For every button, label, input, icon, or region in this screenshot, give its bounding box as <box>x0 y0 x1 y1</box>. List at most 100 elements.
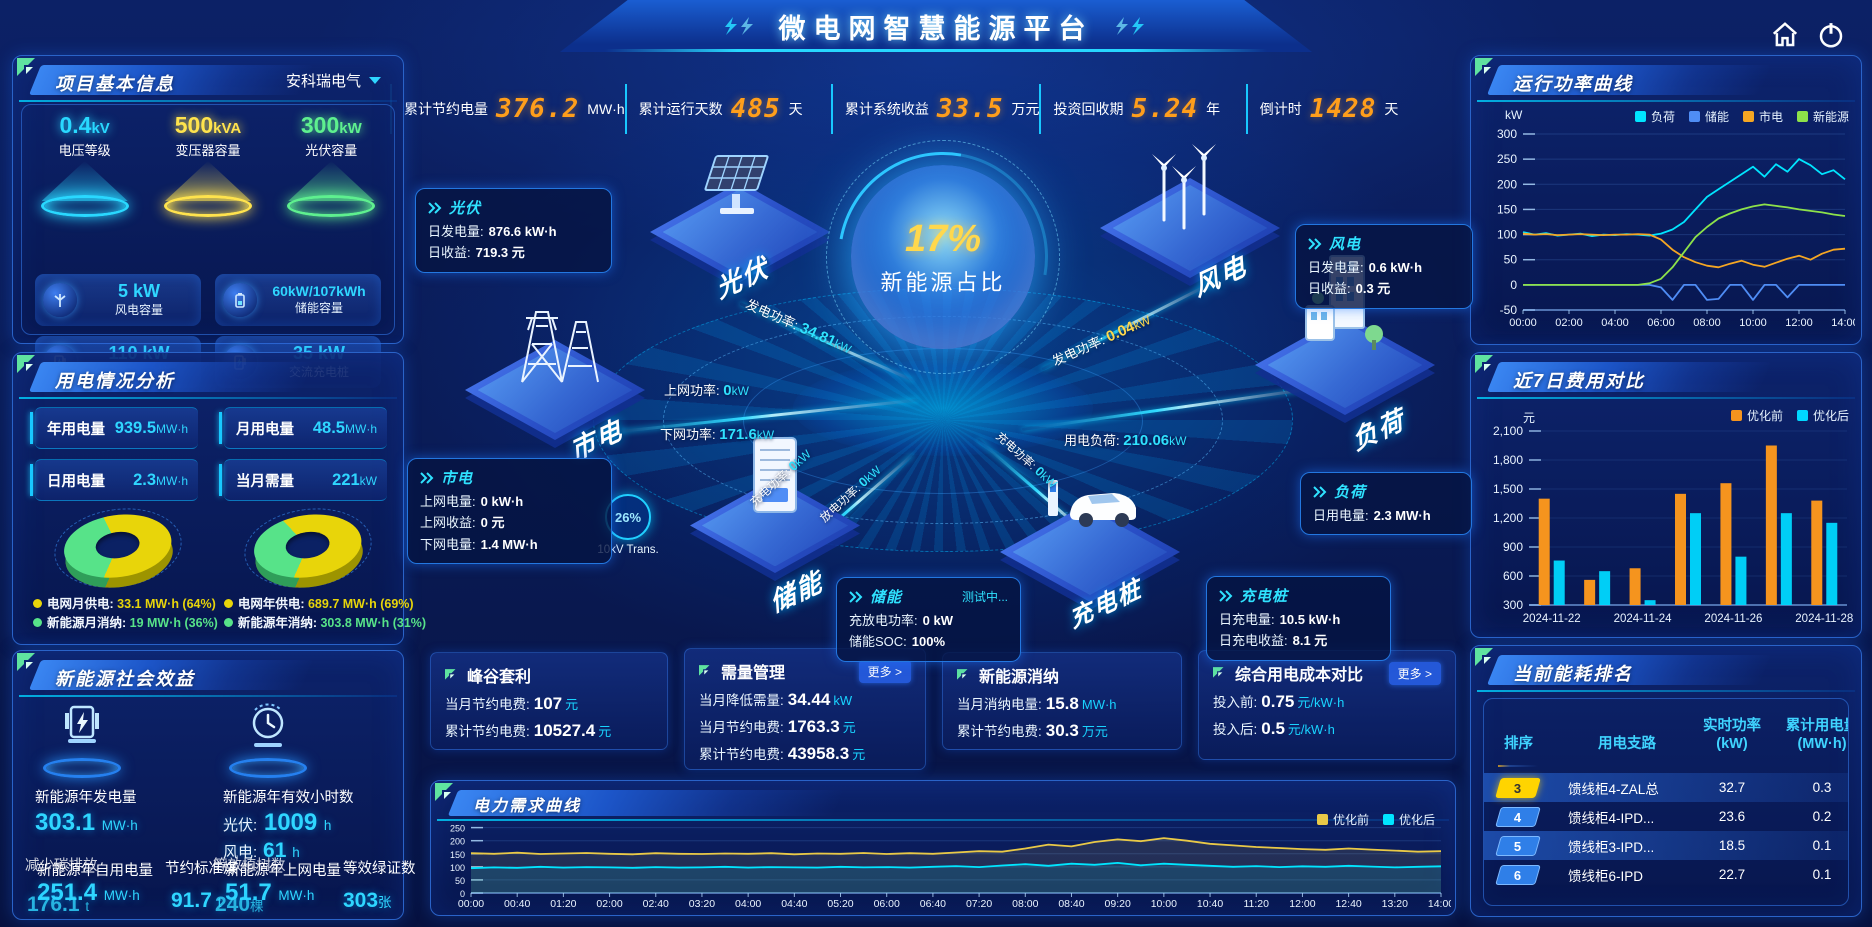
svg-text:150: 150 <box>450 850 465 860</box>
capacity-card-label: 储能容量 <box>294 301 343 316</box>
svg-text:1,500: 1,500 <box>1493 482 1523 496</box>
new-energy-share-sphere: 17% 新能源占比 <box>851 165 1035 349</box>
capacity-podium: 300kW 光伏容量 <box>272 112 390 230</box>
svg-text:04:00: 04:00 <box>735 898 761 910</box>
panel-demand-header: 电力需求曲线 优化前 优化后 <box>435 783 1449 827</box>
podium-label: 电压等级 <box>58 143 111 158</box>
y-axis-unit: kW <box>1505 108 1523 122</box>
table-row[interactable]: 4 馈线柜4-IPD... 23.6 0.2 <box>1484 802 1848 831</box>
ranking-header-cell: 累计用电量(MW·h) <box>1785 718 1848 753</box>
flow-grid-down: 下网功率: 171.6kW <box>660 426 775 443</box>
legend-value: 303.8 MW·h (31%) <box>320 616 427 630</box>
power-icon[interactable] <box>1816 20 1846 50</box>
legend-entry: 优化前 <box>1730 407 1783 424</box>
svg-text:14:00: 14:00 <box>1831 317 1855 329</box>
svg-text:10:40: 10:40 <box>1197 898 1223 910</box>
row-value: 0.5 <box>1261 719 1285 738</box>
panel-title: 新能源社会效益 <box>55 669 195 689</box>
table-row[interactable]: 5 馈线柜3-IPD... 18.5 0.1 <box>1484 831 1848 861</box>
legend-entry: 优化后 <box>1382 811 1435 828</box>
usage-stat-number: 939.5 <box>114 418 156 437</box>
legend-item: 电网年供电: 689.7 MW·h (69%) <box>223 595 426 614</box>
table-row[interactable]: 3 馈线柜4-ZAL总 32.7 0.3 <box>1484 773 1848 803</box>
rank-number: 6 <box>1514 867 1522 883</box>
load-platform <box>1255 315 1435 423</box>
rank-badge: 3 <box>1495 777 1541 798</box>
legend-entry: 优化后 <box>1796 407 1849 424</box>
usage-stat-unit: MW·h <box>156 473 188 488</box>
cost-legend: 优化前 优化后 <box>1730 407 1849 424</box>
chevron-right-icon <box>1219 589 1233 602</box>
legend-entry: 市电 <box>1742 108 1783 125</box>
ess-info-box: 储能 测试中... 充放电功率: 0 kW 储能SOC: 100% <box>836 577 1021 662</box>
row-value: 1763.3 <box>787 717 840 736</box>
legend-label: 电网年供电: <box>237 597 308 611</box>
svg-text:02:40: 02:40 <box>643 898 669 910</box>
row-unit: 元 <box>852 747 866 762</box>
svg-text:08:40: 08:40 <box>1058 898 1084 910</box>
row-unit: 元 <box>842 720 856 735</box>
svg-text:00:00: 00:00 <box>458 898 484 910</box>
benefit-card-titlebar: 需量管理 更多 > <box>699 659 911 683</box>
legend-bullet <box>33 618 42 627</box>
chevron-right-icon <box>420 471 434 484</box>
legend-label: 新能源月消纳: <box>47 616 130 630</box>
podium-label: 光伏容量 <box>305 143 358 158</box>
transformer-label: 10kV Trans. <box>597 544 659 556</box>
rank-number: 5 <box>1514 838 1522 854</box>
ranking-header-cell: 排序 <box>1504 736 1533 753</box>
benefit-card-row: 当月节约电费: 107 元 <box>445 693 653 714</box>
power-legend: 负荷 储能 市电 新能源 <box>1634 108 1849 125</box>
svg-text:14:00: 14:00 <box>1428 898 1451 910</box>
donut-charts <box>13 500 403 603</box>
benefit-card: 峰谷套利 当月节约电费: 107 元累计节约电费: 10527.4 元 <box>430 652 668 750</box>
new-energy-percent: 17% <box>904 217 982 260</box>
podium-number: 300 <box>300 112 340 138</box>
capacity-card-text: 5 kW 风电容量 <box>85 281 193 319</box>
pv-info-box: 光伏 日发电量: 876.6 kW·h 日收益: 719.3 元 <box>415 188 612 273</box>
legend-series-name: 优化前 <box>1746 409 1783 423</box>
kpi-label: 投资回收期 <box>1053 101 1124 117</box>
svg-text:0: 0 <box>460 889 465 899</box>
kpi-value: 5.24 <box>1131 94 1199 124</box>
table-row[interactable]: 6 馈线柜6-IPD 22.7 0.1 <box>1484 860 1848 889</box>
more-button[interactable]: 更多 > <box>858 659 911 683</box>
podium-value: 500kVA <box>149 112 267 139</box>
svg-text:50: 50 <box>1504 253 1518 267</box>
svg-text:04:40: 04:40 <box>781 898 807 910</box>
company-dropdown[interactable]: 安科瑞电气 <box>286 70 381 91</box>
capacity-card: 60kW/107kWh 储能容量 <box>215 274 381 326</box>
wind-platform <box>1100 178 1280 286</box>
corner-arrow-icon <box>435 783 453 801</box>
wind-turbine-icon <box>1152 144 1216 230</box>
kpi-value: 33.5 <box>936 94 1004 124</box>
row-value: 30.3 <box>1045 721 1079 740</box>
capacity-podiums: 0.4kV 电压等级 500kVA 变压器容量 300kW 光伏容量 <box>23 112 393 230</box>
evc-platform <box>1000 502 1180 610</box>
legend-item: 新能源年消纳: 303.8 MW·h (31%) <box>223 614 427 633</box>
kpi-stats-bar: 累计节约电量 376.2 MW·h 累计运行天数 485 天 累计系统收益 33.5 万元 投资回… <box>390 84 1452 134</box>
more-button[interactable]: 更多 > <box>1388 661 1441 685</box>
home-icon[interactable] <box>1770 20 1800 50</box>
panel-project-info-header: 项目基本信息 安科瑞电气 <box>17 58 397 102</box>
legend-series-name: 新能源 <box>1812 110 1849 124</box>
hours-pedestal <box>213 703 323 778</box>
hours-wind-value: 风电: 61 h <box>223 839 300 862</box>
legend-swatch <box>1796 410 1808 421</box>
wind-info-box: 风电 日发电量: 0.6 kW·h 日收益: 0.3 元 <box>1295 224 1473 309</box>
realtime-power: 23.6 <box>1718 809 1746 825</box>
row-value: 15.8 <box>1045 694 1079 713</box>
corner-arrow-icon <box>17 58 35 76</box>
legend-series-name: 优化前 <box>1332 813 1369 827</box>
kpi-label: 倒计时 <box>1259 101 1302 117</box>
total-energy: 0.3 <box>1812 780 1832 796</box>
podium-glow-cone <box>164 161 251 201</box>
gen-value: 303.1 MW·h <box>35 809 138 836</box>
flow-load-power: 用电负荷: 210.06kW <box>1064 432 1187 449</box>
legend-series-name: 优化后 <box>1812 409 1849 423</box>
kpi-stat: 累计系统收益 33.5 万元 <box>830 84 1039 134</box>
benefit-card-title: 新能源消纳 <box>979 669 1060 686</box>
row-unit: 元 <box>598 724 612 739</box>
usage-stat-value: 2.3MW·h <box>133 471 188 490</box>
